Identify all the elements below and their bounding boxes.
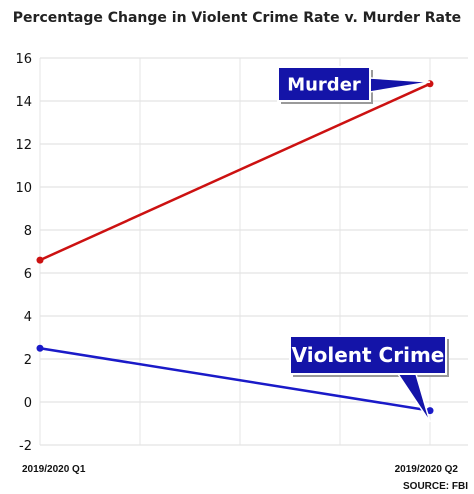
- y-tick-label: 4: [24, 310, 32, 325]
- y-axis: -2 0 2 4 6 8 10 12 14 16: [15, 52, 32, 454]
- series-line: [39, 347, 431, 412]
- callout-box: [277, 66, 371, 102]
- y-tick-label: 16: [15, 52, 32, 67]
- callout-pointer: [396, 373, 431, 423]
- y-tick-label: 14: [15, 95, 32, 110]
- y-tick-label: 6: [24, 267, 32, 282]
- chart-title: Percentage Change in Violent Crime Rate …: [13, 10, 461, 26]
- series-line: [39, 82, 431, 262]
- x-axis: 2019/2020 Q1 2019/2020 Q2: [22, 464, 458, 475]
- grid: [39, 57, 468, 446]
- y-tick-label: 12: [15, 138, 32, 153]
- data-point: [36, 344, 44, 352]
- y-tick-label: -2: [19, 439, 32, 454]
- series-label: Violent Crime: [292, 343, 445, 367]
- series-lines: [36, 80, 434, 415]
- y-tick-label: 8: [24, 224, 32, 239]
- source-note: SOURCE: FBI: [403, 481, 468, 492]
- y-tick-label: 0: [24, 396, 32, 411]
- series-callouts: Murder Violent Crime: [277, 66, 449, 423]
- data-point: [426, 407, 434, 415]
- callout-pointer: [369, 77, 431, 93]
- x-tick-label: 2019/2020 Q1: [22, 464, 86, 475]
- callout-box: [289, 335, 447, 375]
- y-tick-label: 2: [24, 353, 32, 368]
- y-tick-label: 10: [15, 181, 32, 196]
- data-point: [36, 256, 44, 264]
- x-tick-label: 2019/2020 Q2: [395, 464, 459, 475]
- series-label: Murder: [287, 74, 361, 95]
